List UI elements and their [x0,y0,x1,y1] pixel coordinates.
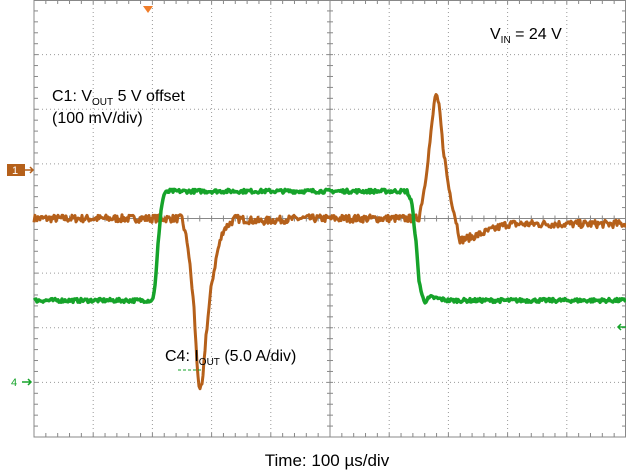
x-axis-label: Time: 100 µs/div [265,451,390,470]
c1-scale-annotation: (100 mV/div) [52,110,143,127]
c4-annotation: C4: IOUT (5.0 A/div) [165,348,296,368]
c1-ground-marker: 1 [7,164,35,177]
vin-annotation: VIN = 24 V [490,26,562,46]
c1-marker-label: 1 [12,165,18,177]
trigger-level-arrow [616,323,626,331]
c1-vout-trace [32,93,626,391]
c4-ground-marker: 4 [11,377,33,389]
traces [32,93,626,391]
c4-iout-trace [32,187,626,305]
trigger-marker [143,6,153,13]
c4-marker-label: 4 [11,377,17,389]
c1-annotation: C1: VOUT 5 V offset [52,88,185,108]
